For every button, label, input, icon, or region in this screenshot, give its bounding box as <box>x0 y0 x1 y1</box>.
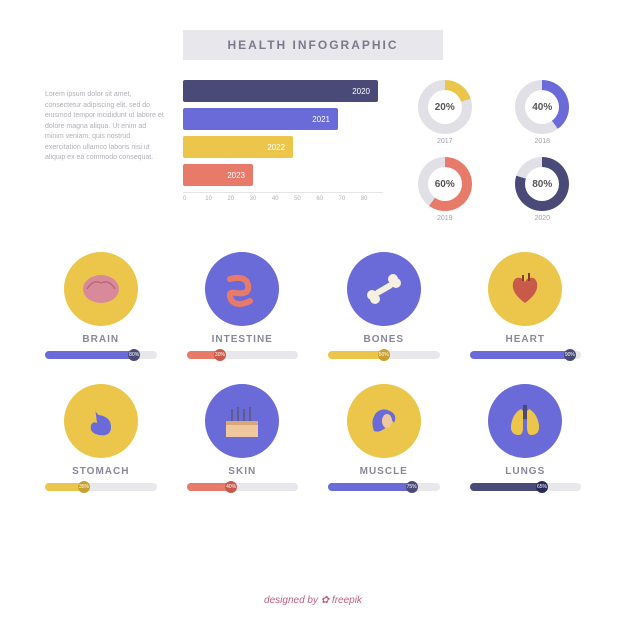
donut-year: 2020 <box>504 215 582 222</box>
organ-label: BRAIN <box>45 334 157 345</box>
axis-tick: 80 <box>361 196 383 202</box>
axis-tick: 10 <box>205 196 227 202</box>
axis-tick: 50 <box>294 196 316 202</box>
skin-icon <box>205 384 279 458</box>
donut-chart: 40% <box>515 80 569 134</box>
axis-tick: 0 <box>183 196 205 202</box>
bones-icon <box>347 252 421 326</box>
progress-fill: 80% <box>45 351 134 359</box>
muscle-icon <box>347 384 421 458</box>
organ-progress: 80% <box>45 351 157 359</box>
organ-progress: 50% <box>328 351 440 359</box>
bar-chart-axis: 01020304050607080 <box>183 192 383 202</box>
axis-tick: 70 <box>339 196 361 202</box>
organ-progress: 75% <box>328 483 440 491</box>
donut-pct: 80% <box>515 157 569 211</box>
organ-progress: 40% <box>187 483 299 491</box>
organ-label: LUNGS <box>470 466 582 477</box>
progress-fill: 40% <box>187 483 232 491</box>
organ-item: SKIN 40% <box>187 384 299 491</box>
progress-fill: 50% <box>328 351 384 359</box>
progress-fill: 30% <box>187 351 220 359</box>
axis-tick: 60 <box>316 196 338 202</box>
donut-year: 2018 <box>504 138 582 145</box>
progress-knob: 65% <box>536 481 548 493</box>
bar-row: 2020 <box>183 80 388 102</box>
donut-wrap: 60% 2019 <box>406 157 484 222</box>
axis-tick: 30 <box>250 196 272 202</box>
organ-label: SKIN <box>187 466 299 477</box>
donut-wrap: 20% 2017 <box>406 80 484 145</box>
bar-row: 2021 <box>183 108 388 130</box>
progress-knob: 50% <box>378 349 390 361</box>
bar: 2020 <box>183 80 378 102</box>
progress-knob: 90% <box>564 349 576 361</box>
progress-fill: 75% <box>328 483 412 491</box>
bar-row: 2022 <box>183 136 388 158</box>
organ-progress: 65% <box>470 483 582 491</box>
organ-progress: 30% <box>187 351 299 359</box>
donut-year: 2017 <box>406 138 484 145</box>
progress-knob: 40% <box>225 481 237 493</box>
donut-grid: 20% 2017 40% 2018 60% 2019 80% 2020 <box>406 80 581 222</box>
progress-fill: 90% <box>470 351 570 359</box>
bar-chart: 2020 2021 2022 2023 01020304050607080 <box>183 80 388 222</box>
donut-pct: 40% <box>515 80 569 134</box>
organ-label: STOMACH <box>45 466 157 477</box>
intestine-icon <box>205 252 279 326</box>
credit-line: designed by ✿ freepik <box>0 595 626 606</box>
bar: 2021 <box>183 108 338 130</box>
heart-icon <box>488 252 562 326</box>
page-title: HEALTH INFOGRAPHIC <box>183 30 443 60</box>
organ-item: STOMACH 35% <box>45 384 157 491</box>
progress-knob: 80% <box>128 349 140 361</box>
top-section: Lorem ipsum dolor sit amet, consectetur … <box>45 80 581 222</box>
organ-item: LUNGS 65% <box>470 384 582 491</box>
organ-item: MUSCLE 75% <box>328 384 440 491</box>
bar: 2023 <box>183 164 253 186</box>
organ-item: HEART 90% <box>470 252 582 359</box>
progress-knob: 30% <box>214 349 226 361</box>
axis-tick: 20 <box>227 196 249 202</box>
progress-knob: 35% <box>78 481 90 493</box>
organ-label: HEART <box>470 334 582 345</box>
progress-fill: 35% <box>45 483 84 491</box>
donut-chart: 20% <box>418 80 472 134</box>
donut-year: 2019 <box>406 215 484 222</box>
axis-tick: 40 <box>272 196 294 202</box>
brain-icon <box>64 252 138 326</box>
organ-progress: 35% <box>45 483 157 491</box>
donut-chart: 60% <box>418 157 472 211</box>
organ-label: MUSCLE <box>328 466 440 477</box>
bar: 2022 <box>183 136 293 158</box>
progress-knob: 75% <box>406 481 418 493</box>
donut-pct: 60% <box>418 157 472 211</box>
bar-row: 2023 <box>183 164 388 186</box>
organ-item: INTESTINE 30% <box>187 252 299 359</box>
organ-label: BONES <box>328 334 440 345</box>
organ-item: BONES 50% <box>328 252 440 359</box>
donut-pct: 20% <box>418 80 472 134</box>
donut-wrap: 40% 2018 <box>504 80 582 145</box>
lungs-icon <box>488 384 562 458</box>
donut-wrap: 80% 2020 <box>504 157 582 222</box>
progress-fill: 65% <box>470 483 542 491</box>
intro-text: Lorem ipsum dolor sit amet, consectetur … <box>45 80 165 222</box>
organ-item: BRAIN 80% <box>45 252 157 359</box>
organ-label: INTESTINE <box>187 334 299 345</box>
donut-chart: 80% <box>515 157 569 211</box>
organ-progress: 90% <box>470 351 582 359</box>
stomach-icon <box>64 384 138 458</box>
organ-grid: BRAIN 80% INTESTINE 30% BONES 50% HEART 90% STOM… <box>45 252 581 491</box>
